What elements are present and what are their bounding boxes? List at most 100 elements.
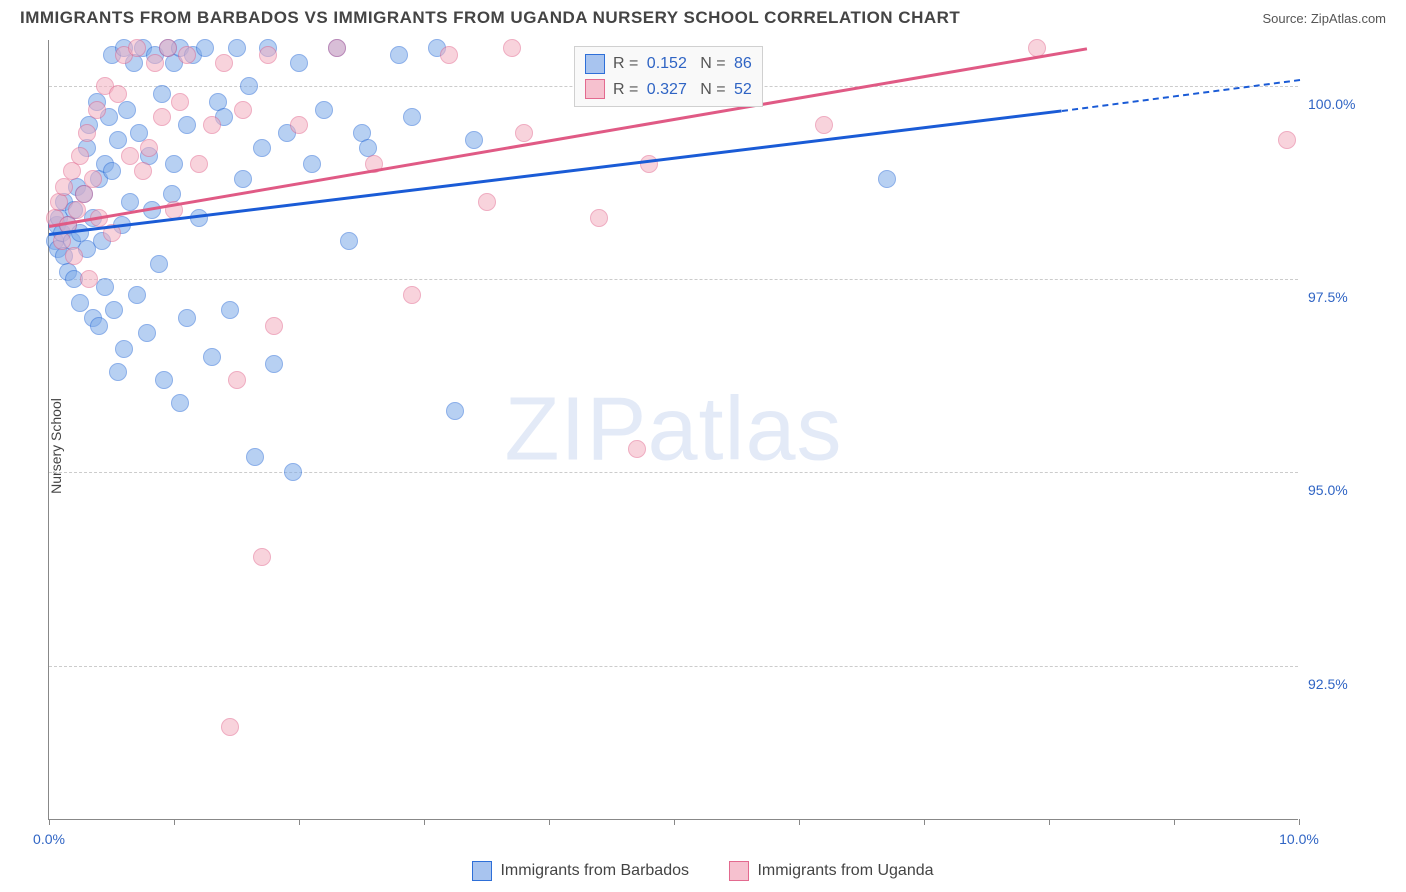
scatter-point [203,116,221,134]
y-tick-label: 100.0% [1308,96,1378,112]
gridline-h [49,279,1298,280]
scatter-point [134,162,152,180]
scatter-point [78,124,96,142]
scatter-point [171,93,189,111]
legend-item-uganda: Immigrants from Uganda [729,861,933,881]
scatter-point [171,394,189,412]
scatter-point [221,301,239,319]
scatter-point [340,232,358,250]
scatter-point [75,185,93,203]
scatter-point [328,39,346,57]
swatch-blue-icon [585,54,605,74]
scatter-point [138,324,156,342]
scatter-point [403,108,421,126]
scatter-point [55,178,73,196]
scatter-point [253,139,271,157]
scatter-point [878,170,896,188]
scatter-point [515,124,533,142]
scatter-point [121,147,139,165]
x-tick-label-left: 0.0% [33,831,65,847]
scatter-point [140,139,158,157]
x-tick [924,819,925,825]
swatch-pink-icon [585,79,605,99]
scatter-point [228,39,246,57]
swatch-blue-icon [472,861,492,881]
swatch-pink-icon [729,861,749,881]
legend-label: Immigrants from Uganda [757,862,933,880]
scatter-point [478,193,496,211]
scatter-point [215,54,233,72]
x-tick [1049,819,1050,825]
scatter-point [65,247,83,265]
scatter-point [290,54,308,72]
chart-title: IMMIGRANTS FROM BARBADOS VS IMMIGRANTS F… [20,8,960,28]
scatter-point [109,85,127,103]
gridline-h [49,666,1298,667]
scatter-point [153,108,171,126]
stats-text: R = 0.327 N = 52 [613,77,752,103]
scatter-point [228,371,246,389]
scatter-point [240,77,258,95]
x-tick [1299,819,1300,825]
scatter-point [196,39,214,57]
stats-row: R = 0.327 N = 52 [585,77,752,103]
scatter-point [109,131,127,149]
stats-text: R = 0.152 N = 86 [613,51,752,77]
scatter-point [403,286,421,304]
scatter-point [96,278,114,296]
scatter-point [50,193,68,211]
scatter-point [503,39,521,57]
scatter-point [815,116,833,134]
scatter-point [315,101,333,119]
scatter-point [440,46,458,64]
y-tick-label: 95.0% [1308,482,1378,498]
scatter-point [153,85,171,103]
bottom-legend: Immigrants from Barbados Immigrants from… [0,861,1406,886]
scatter-point [165,155,183,173]
scatter-point [265,355,283,373]
stats-legend-box: R = 0.152 N = 86R = 0.327 N = 52 [574,46,763,107]
scatter-point [155,371,173,389]
scatter-point [259,46,277,64]
x-tick-label-right: 10.0% [1279,831,1319,847]
scatter-point [390,46,408,64]
scatter-point [265,317,283,335]
y-tick-label: 97.5% [1308,289,1378,305]
scatter-point [103,162,121,180]
x-tick [1174,819,1175,825]
scatter-point [128,286,146,304]
scatter-point [190,155,208,173]
scatter-point [290,116,308,134]
legend-item-barbados: Immigrants from Barbados [472,861,689,881]
scatter-point [80,270,98,288]
scatter-point [246,448,264,466]
scatter-point [640,155,658,173]
scatter-point [303,155,321,173]
x-tick [49,819,50,825]
scatter-point [253,548,271,566]
x-tick [424,819,425,825]
scatter-point [284,463,302,481]
y-tick-label: 92.5% [1308,676,1378,692]
scatter-point [68,201,86,219]
scatter-point [628,440,646,458]
scatter-point [121,193,139,211]
scatter-point [234,170,252,188]
scatter-point [465,131,483,149]
scatter-point [118,101,136,119]
scatter-point [159,39,177,57]
scatter-point [71,147,89,165]
trend-line [49,48,1087,228]
scatter-point [109,363,127,381]
scatter-point [178,309,196,327]
x-tick [549,819,550,825]
scatter-point [105,301,123,319]
scatter-point [178,116,196,134]
scatter-point [128,39,146,57]
scatter-point [446,402,464,420]
trend-line [49,110,1062,236]
legend-label: Immigrants from Barbados [500,862,689,880]
scatter-point [90,317,108,335]
x-tick [674,819,675,825]
x-tick [799,819,800,825]
